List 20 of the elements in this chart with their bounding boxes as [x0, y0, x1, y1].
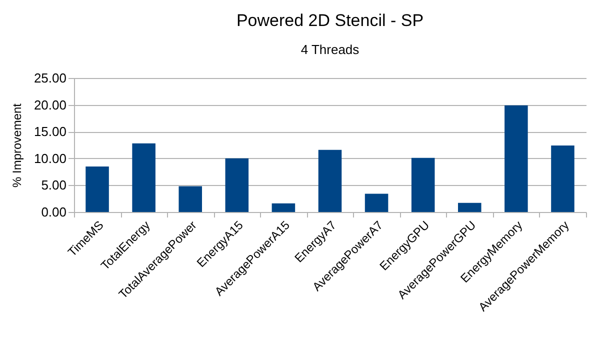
bar	[132, 143, 156, 212]
bar	[225, 158, 249, 212]
y-axis-title: % Improvement	[10, 102, 24, 188]
y-tick-label: 0.00	[41, 204, 66, 220]
y-tick-label: 10.00	[34, 150, 66, 166]
bar	[178, 186, 202, 212]
chart-subtitle: 4 Threads	[300, 42, 360, 57]
bar	[86, 166, 109, 212]
bar	[551, 146, 574, 212]
bar	[318, 150, 342, 212]
bar	[364, 194, 388, 212]
bar	[504, 105, 528, 212]
y-tick-label: 5.00	[41, 178, 66, 193]
y-tick-label: 25.00	[34, 70, 66, 86]
bar	[411, 158, 435, 212]
bar	[458, 202, 482, 212]
bar	[272, 203, 296, 212]
y-tick-label: 20.00	[34, 97, 66, 112]
y-tick-label: 15.00	[34, 124, 66, 140]
chart-title: Powered 2D Stencil - SP	[236, 11, 424, 30]
